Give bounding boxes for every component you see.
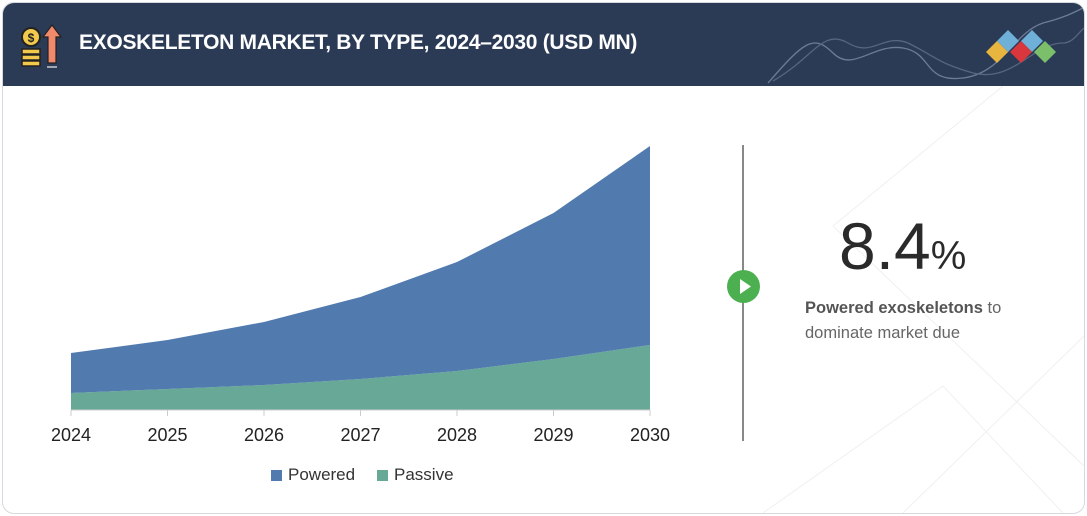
legend-item-passive: Passive: [377, 465, 454, 485]
highlight-description: Powered exoskeletons to dominate market d…: [805, 296, 1065, 346]
cagr-number: 8.4: [839, 209, 931, 283]
highlight-bold: Powered exoskeletons: [805, 299, 983, 317]
x-tick-label: 2028: [436, 425, 478, 445]
legend-swatch: [377, 469, 388, 481]
svg-text:$: $: [28, 31, 35, 45]
highlight-text-2: dominate market due: [805, 324, 961, 342]
legend-swatch: [271, 469, 282, 481]
legend-label: Passive: [394, 465, 454, 484]
play-icon[interactable]: [727, 270, 760, 303]
chart-title: EXOSKELETON MARKET, BY TYPE, 2024–2030 (…: [79, 31, 638, 54]
header-bar: $ EXOSKELETON MARKET, BY TYPE, 2024–2030…: [3, 3, 1084, 86]
cagr-unit: %: [930, 234, 967, 278]
area-powered: [71, 146, 650, 393]
legend-label: Powered: [288, 465, 356, 484]
logo-diamonds: [986, 30, 1056, 63]
area-passive: [71, 345, 650, 410]
x-tick-label: 2027: [340, 425, 381, 445]
highlight-text: to: [982, 299, 1002, 317]
x-tick-label: 2025: [147, 425, 188, 445]
x-tick-label: 2026: [243, 425, 285, 445]
x-tick-label: 2029: [533, 425, 574, 445]
header-decoration: [767, 7, 1084, 84]
area-chart: [70, 146, 651, 416]
x-tick-label: 2030: [629, 425, 671, 445]
coins-arrow-up-icon: $: [21, 24, 63, 68]
background-pattern: [762, 86, 1084, 513]
x-tick-label: 2024: [50, 425, 92, 445]
legend-item-powered: Powered: [271, 465, 355, 485]
cagr-value: 8.4%: [839, 208, 966, 284]
